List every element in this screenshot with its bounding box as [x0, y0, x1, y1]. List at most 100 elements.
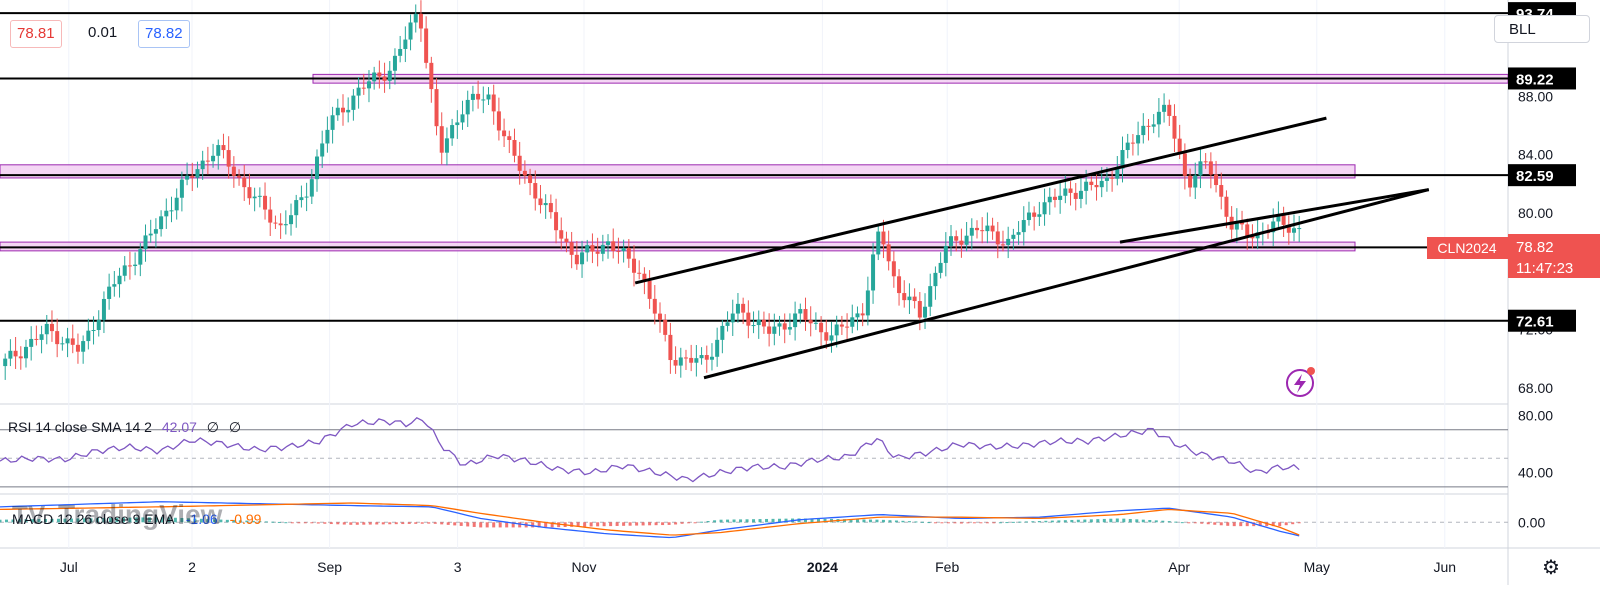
- lightning-icon[interactable]: [1286, 367, 1315, 397]
- macd-histogram-bar: [771, 518, 775, 523]
- macd-histogram-bar: [284, 522, 288, 524]
- macd-legend[interactable]: MACD 12 26 close 9 EMA -1.06 -0.99: [12, 511, 262, 527]
- candle-body: [34, 338, 39, 340]
- candle-body: [871, 254, 876, 291]
- macd-histogram-bar: [1109, 518, 1113, 523]
- candle-body: [772, 326, 777, 334]
- candle-body: [486, 94, 491, 100]
- macd-histogram-bar: [953, 522, 957, 524]
- candle-body: [216, 145, 221, 156]
- candle-body: [351, 95, 356, 110]
- tradingview-logo-icon: TV: [12, 500, 46, 530]
- candle-body: [689, 357, 694, 363]
- macd-histogram-bar: [719, 519, 723, 523]
- candle-body: [294, 200, 299, 216]
- macd-histogram-bar: [713, 520, 717, 523]
- macd-histogram-bar: [147, 517, 151, 523]
- candle-body: [943, 245, 948, 263]
- macd-histogram-bar: [907, 521, 911, 523]
- macd-histogram-bar: [82, 518, 86, 523]
- macd-histogram-bar: [752, 519, 756, 523]
- candle-body: [1172, 115, 1177, 139]
- macd-histogram-bar: [641, 522, 645, 526]
- channel-upper-trendline: [634, 116, 1327, 285]
- candle-body: [1011, 234, 1016, 239]
- candle-body: [974, 227, 979, 231]
- candle-body: [444, 138, 449, 153]
- candle-body: [1120, 150, 1125, 169]
- candle-body: [787, 327, 792, 330]
- macd-histogram-bar: [1005, 522, 1009, 524]
- candle-body: [112, 284, 117, 287]
- candle-body: [668, 334, 673, 361]
- candle-body: [392, 55, 397, 71]
- candle-body: [450, 125, 455, 139]
- macd-histogram-bar: [1258, 522, 1262, 527]
- candle-body: [491, 94, 496, 112]
- macd-histogram-bar: [271, 521, 275, 523]
- candle-body: [408, 22, 413, 40]
- macd-histogram-bar: [1148, 520, 1152, 523]
- candle-body: [663, 319, 668, 335]
- candle-body: [3, 358, 8, 367]
- candle-body: [122, 265, 127, 276]
- settings-gear-icon[interactable]: ⚙: [1542, 557, 1560, 579]
- macd-histogram-bar: [0, 519, 2, 523]
- candle-body: [1146, 125, 1151, 127]
- candle-body: [559, 230, 564, 239]
- macd-histogram-bar: [56, 518, 60, 523]
- candle-body: [476, 93, 481, 100]
- time-tick-label: 2: [188, 559, 196, 575]
- candle-body: [1084, 181, 1089, 191]
- candle-body: [439, 126, 444, 153]
- candle-body: [528, 175, 533, 184]
- macd-histogram-bar: [232, 520, 236, 523]
- candle-body: [148, 233, 153, 236]
- rsi-panel: 80.00 40.00: [0, 407, 1553, 488]
- last-price-value: 78.82: [1516, 239, 1554, 256]
- time-axis: Jul 2 Sep 3 Nov 2024 Feb Apr May Jun: [60, 559, 1456, 575]
- ask-price[interactable]: 78.82: [138, 20, 190, 48]
- candle-body: [221, 145, 226, 151]
- candle-body: [699, 355, 704, 359]
- macd-histogram-bar: [186, 518, 190, 523]
- candle-body: [803, 309, 808, 321]
- candle-body: [470, 93, 475, 100]
- candle-body: [1115, 168, 1120, 179]
- macd-histogram-bar: [414, 522, 418, 524]
- candle-body: [273, 222, 278, 224]
- price-tick-label: 88.00: [1518, 88, 1553, 104]
- candle-body: [1032, 212, 1037, 217]
- time-tick-label: May: [1304, 559, 1330, 575]
- bid-price[interactable]: 78.81: [10, 20, 62, 48]
- macd-histogram-bar: [37, 519, 41, 523]
- last-price-symbol-bg: [1427, 237, 1508, 259]
- candle-body: [855, 313, 860, 318]
- macd-histogram-bar: [855, 519, 859, 523]
- macd-histogram-bar: [1291, 522, 1295, 525]
- candle-body: [372, 72, 377, 82]
- macd-histogram-bar: [420, 522, 424, 524]
- candle-body: [611, 241, 616, 252]
- macd-histogram-bar: [531, 522, 535, 528]
- candle-body: [1177, 138, 1182, 154]
- rsi-legend[interactable]: RSI 14 close SMA 14 2 42.07 ∅ ∅: [8, 419, 241, 435]
- macd-histogram-bar: [544, 522, 548, 528]
- macd-histogram-bar: [1115, 518, 1119, 523]
- candle-body: [819, 322, 824, 333]
- candle-body: [283, 224, 288, 226]
- candle-body: [891, 261, 896, 277]
- candle-body: [522, 170, 527, 176]
- candle-body: [725, 322, 730, 326]
- candle-body: [1234, 222, 1239, 230]
- candle-body: [964, 235, 969, 245]
- macd-histogram-bar: [693, 522, 697, 524]
- macd-histogram-bar: [894, 520, 898, 523]
- macd-histogram-bar: [264, 521, 268, 523]
- candle-body: [1026, 212, 1031, 221]
- ticker-selector[interactable]: BLL: [1494, 15, 1590, 43]
- macd-histogram-bar: [206, 519, 210, 523]
- macd-histogram-bar: [628, 522, 632, 526]
